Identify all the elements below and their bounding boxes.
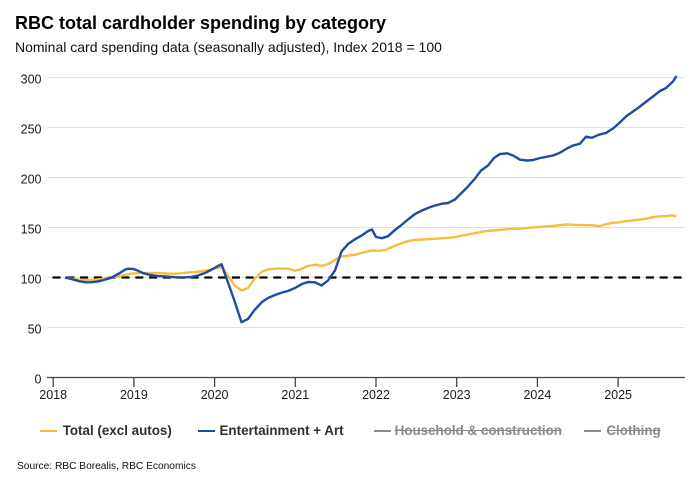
svg-text:2018: 2018 bbox=[39, 388, 67, 402]
svg-text:2023: 2023 bbox=[443, 388, 471, 402]
svg-text:0: 0 bbox=[35, 372, 42, 386]
svg-text:50: 50 bbox=[28, 322, 42, 336]
svg-text:100: 100 bbox=[21, 272, 42, 286]
svg-text:2025: 2025 bbox=[604, 388, 632, 402]
svg-text:2019: 2019 bbox=[120, 388, 148, 402]
svg-text:2024: 2024 bbox=[523, 388, 551, 402]
svg-text:2022: 2022 bbox=[362, 388, 390, 402]
svg-text:250: 250 bbox=[21, 122, 42, 136]
svg-text:2021: 2021 bbox=[281, 388, 309, 402]
svg-text:200: 200 bbox=[21, 172, 42, 186]
svg-text:300: 300 bbox=[21, 72, 42, 86]
svg-text:2020: 2020 bbox=[201, 388, 229, 402]
svg-text:150: 150 bbox=[21, 222, 42, 236]
